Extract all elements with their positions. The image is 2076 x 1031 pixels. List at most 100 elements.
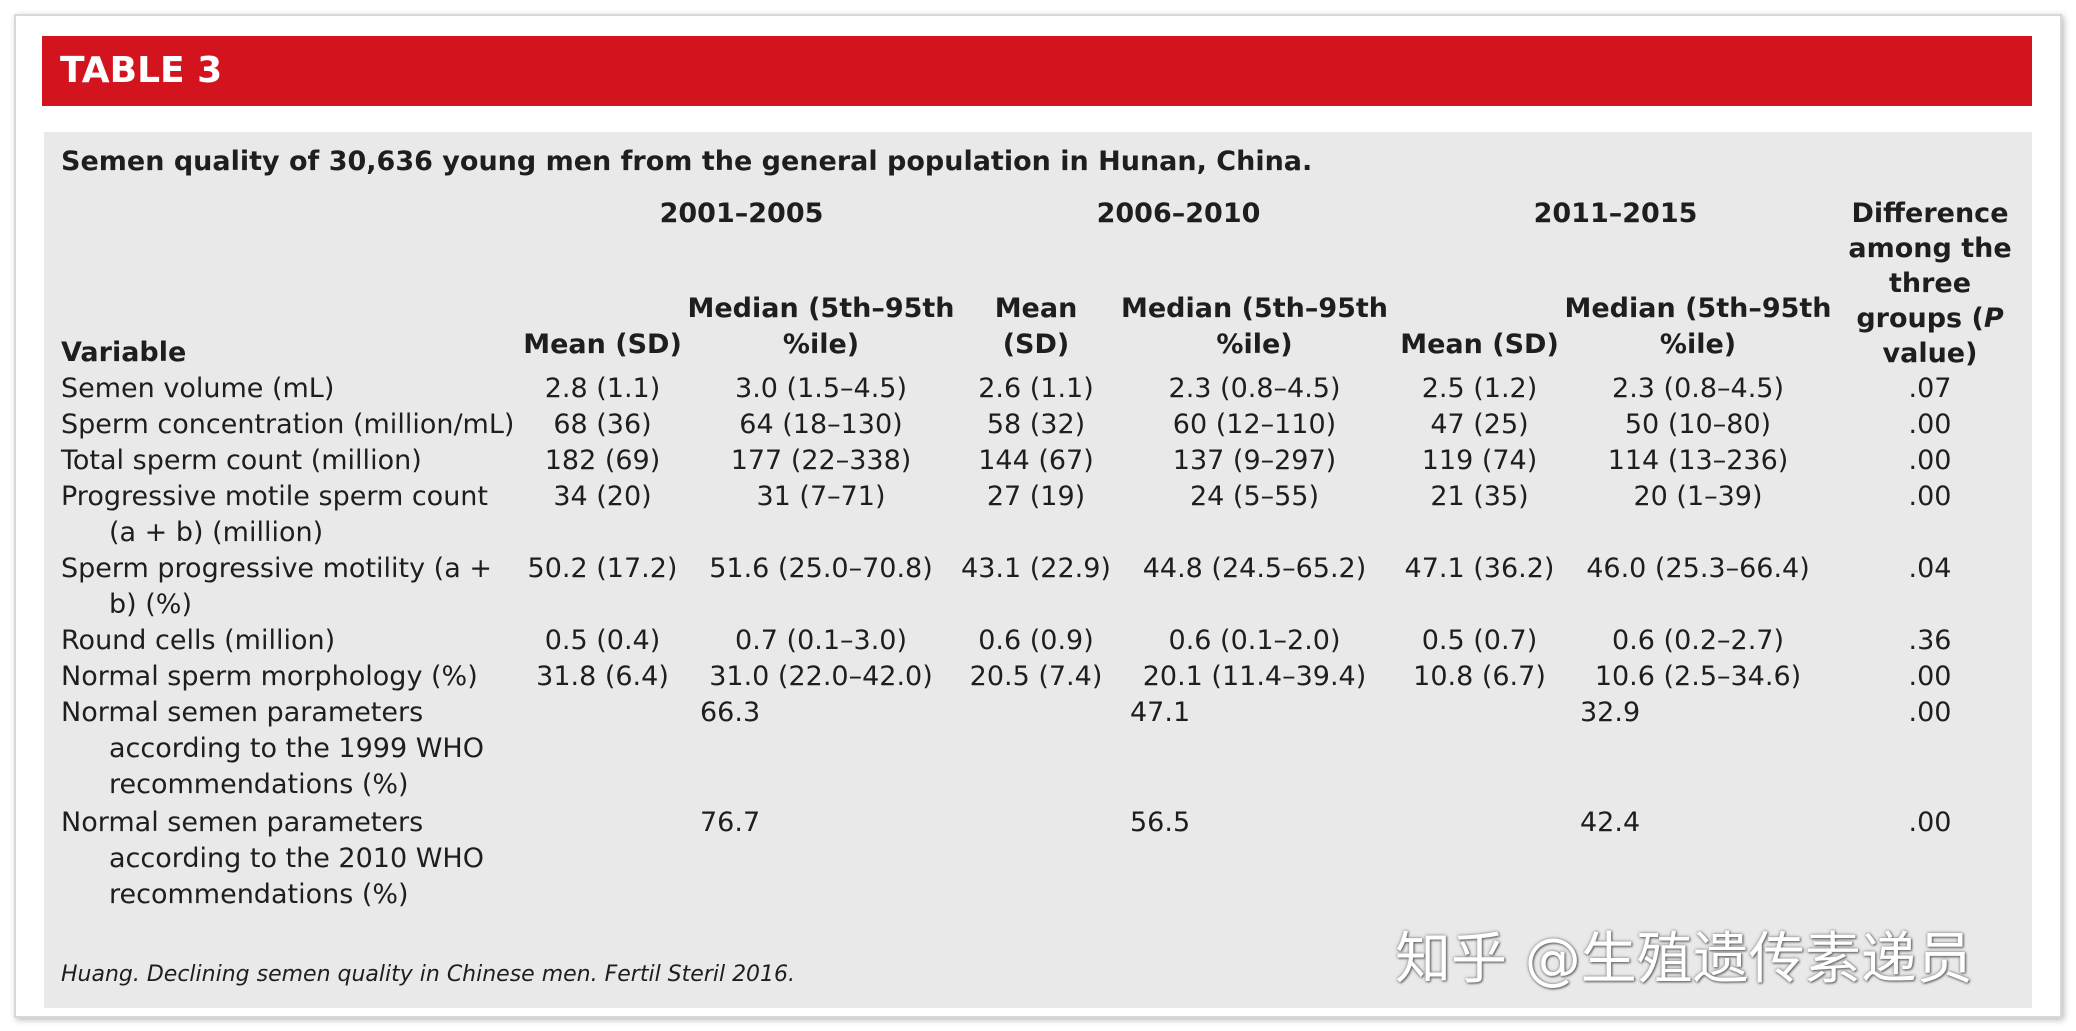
variable-cell: Total sperm count (million): [61, 445, 422, 476]
p-value-cell: .00: [1908, 807, 1952, 838]
value-cell: 3.0 (1.5–4.5): [735, 373, 907, 404]
value-cell: 0.5 (0.4): [544, 625, 661, 656]
value-cell: 119 (74): [1421, 445, 1538, 476]
variable-cell: Sperm concentration (million/mL): [61, 409, 515, 440]
variable-cell: Sperm progressive motility (a + b) (%): [61, 553, 492, 620]
value-cell: 10.8 (6.7): [1413, 661, 1546, 692]
value-cell: 58 (32): [986, 409, 1086, 440]
value-cell: 114 (13–236): [1607, 445, 1789, 476]
column-header: Mean (SD): [994, 293, 1078, 360]
column-header: Median (5th–95th %ile): [1564, 293, 1832, 360]
value-cell: 27 (19): [986, 481, 1086, 512]
value-cell: 2.8 (1.1): [544, 373, 661, 404]
variable-cell: Normal semen parameters according to the…: [61, 807, 484, 910]
value-cell: 34 (20): [553, 481, 652, 512]
empty-cell: [523, 695, 682, 805]
value-cell: 44.8 (24.5–65.2): [1142, 553, 1367, 584]
table-row: Normal semen parameters according to the…: [61, 695, 2026, 805]
p-value-cell: .00: [1908, 481, 1952, 512]
p-value-cell: .07: [1908, 373, 1952, 404]
value-cell: 137 (9–297): [1172, 445, 1337, 476]
column-header: Median (5th–95th %ile): [687, 293, 955, 360]
watermark: 知乎 @生殖遗传素递员: [1395, 927, 1973, 992]
table-row: Progressive motile sperm count (a + b) (…: [61, 479, 2026, 551]
value-cell: 31 (7–71): [756, 481, 886, 512]
empty-cell: [960, 805, 1112, 913]
value-cell: 46.0 (25.3–66.4): [1586, 553, 1810, 584]
value-cell: 144 (67): [978, 445, 1094, 476]
value-cell: 66.3: [700, 697, 761, 728]
value-cell: 68 (36): [553, 409, 652, 440]
table-row: Total sperm count (million) 182 (69) 177 (…: [61, 443, 2026, 479]
empty-cell: [1397, 805, 1562, 913]
value-cell: 177 (22–338): [730, 445, 912, 476]
p-value-cell: .00: [1908, 445, 1952, 476]
column-header: Difference among the three groups (P val…: [1834, 196, 2026, 371]
column-header: Variable: [61, 337, 187, 368]
variable-cell: Normal semen parameters according to the…: [61, 697, 484, 800]
value-cell: 0.5 (0.7): [1421, 625, 1538, 656]
period-header: 2011–2015: [1533, 198, 1698, 229]
table-row: Sperm concentration (million/mL) 68 (36) 6…: [61, 407, 2026, 443]
value-cell: 42.4: [1580, 807, 1641, 838]
p-value-cell: .00: [1908, 661, 1952, 692]
header-text: value): [1882, 338, 1978, 369]
value-cell: 47 (25): [1430, 409, 1529, 440]
p-value-cell: .04: [1908, 553, 1952, 584]
caption: Semen quality of 30,636 young men from t…: [61, 146, 1313, 177]
value-cell: 21 (35): [1430, 481, 1529, 512]
value-cell: 60 (12–110): [1172, 409, 1337, 440]
column-header: Mean (SD): [523, 329, 682, 360]
value-cell: 2.3 (0.8–4.5): [1612, 373, 1784, 404]
value-cell: 47.1 (36.2): [1404, 553, 1555, 584]
value-cell: 20 (1–39): [1633, 481, 1763, 512]
variable-cell: Round cells (million): [61, 625, 336, 656]
value-cell: 31.8 (6.4): [536, 661, 669, 692]
variable-cell: Semen volume (mL): [61, 373, 335, 404]
value-cell: 51.6 (25.0–70.8): [709, 553, 933, 584]
empty-cell: [960, 695, 1112, 805]
value-cell: 43.1 (22.9): [961, 553, 1111, 584]
value-cell: 2.5 (1.2): [1421, 373, 1538, 404]
footnote: Huang. Declining semen quality in Chines…: [61, 962, 796, 987]
value-cell: 0.7 (0.1–3.0): [735, 625, 907, 656]
table-row: Round cells (million) 0.5 (0.4) 0.7 (0.1–3…: [61, 623, 2026, 659]
period-header: 2006–2010: [1096, 198, 1261, 229]
p-value-cell: .00: [1908, 409, 1952, 440]
table-row: Normal sperm morphology (%) 31.8 (6.4) 31.…: [61, 659, 2026, 695]
column-header: Median (5th–95th %ile): [1120, 293, 1389, 360]
value-cell: 31.0 (22.0–42.0): [709, 661, 933, 692]
data-table: Variable 2001–2005 2006–2010 2011–2015 Diffe…: [61, 196, 2026, 913]
value-cell: 182 (69): [544, 445, 661, 476]
empty-cell: [1397, 695, 1562, 805]
p-value-cell: .00: [1908, 697, 1952, 728]
value-cell: 76.7: [700, 807, 761, 838]
panel: [44, 132, 2032, 1008]
empty-cell: [523, 805, 682, 913]
value-cell: 20.1 (11.4–39.4): [1142, 661, 1367, 692]
value-cell: 56.5: [1130, 807, 1191, 838]
value-cell: 0.6 (0.1–2.0): [1168, 625, 1341, 656]
value-cell: 24 (5–55): [1189, 481, 1320, 512]
table-row: Semen volume (mL) 2.8 (1.1) 3.0 (1.5–4.5) 2…: [61, 371, 2026, 407]
table-row: Sperm progressive motility (a + b) (%) 50…: [61, 551, 2026, 623]
value-cell: 2.6 (1.1): [978, 373, 1094, 404]
table-row: Normal semen parameters according to the…: [61, 805, 2026, 913]
header-row: Variable 2001–2005 2006–2010 2011–2015 Diffe…: [61, 196, 2026, 369]
value-cell: 50 (10–80): [1624, 409, 1772, 440]
value-cell: 32.9: [1580, 697, 1641, 728]
variable-cell: Normal sperm morphology (%): [61, 661, 478, 692]
value-cell: 64 (18–130): [739, 409, 903, 440]
column-header: Mean (SD): [1400, 329, 1559, 360]
period-header: 2001–2005: [659, 198, 824, 229]
variable-cell: Progressive motile sperm count (a + b) (…: [61, 481, 489, 548]
value-cell: 50.2 (17.2): [527, 553, 678, 584]
p-value-cell: .36: [1908, 625, 1952, 656]
header-text: Difference among the three groups (: [1848, 198, 2012, 334]
value-cell: 47.1: [1130, 697, 1191, 728]
value-cell: 0.6 (0.2–2.7): [1612, 625, 1784, 656]
header-row: Mean (SD) Median (5th–95th %ile) Mean (SD)…: [61, 262, 2026, 371]
table-label: TABLE 3: [42, 36, 2032, 106]
value-cell: 0.6 (0.9): [978, 625, 1094, 656]
